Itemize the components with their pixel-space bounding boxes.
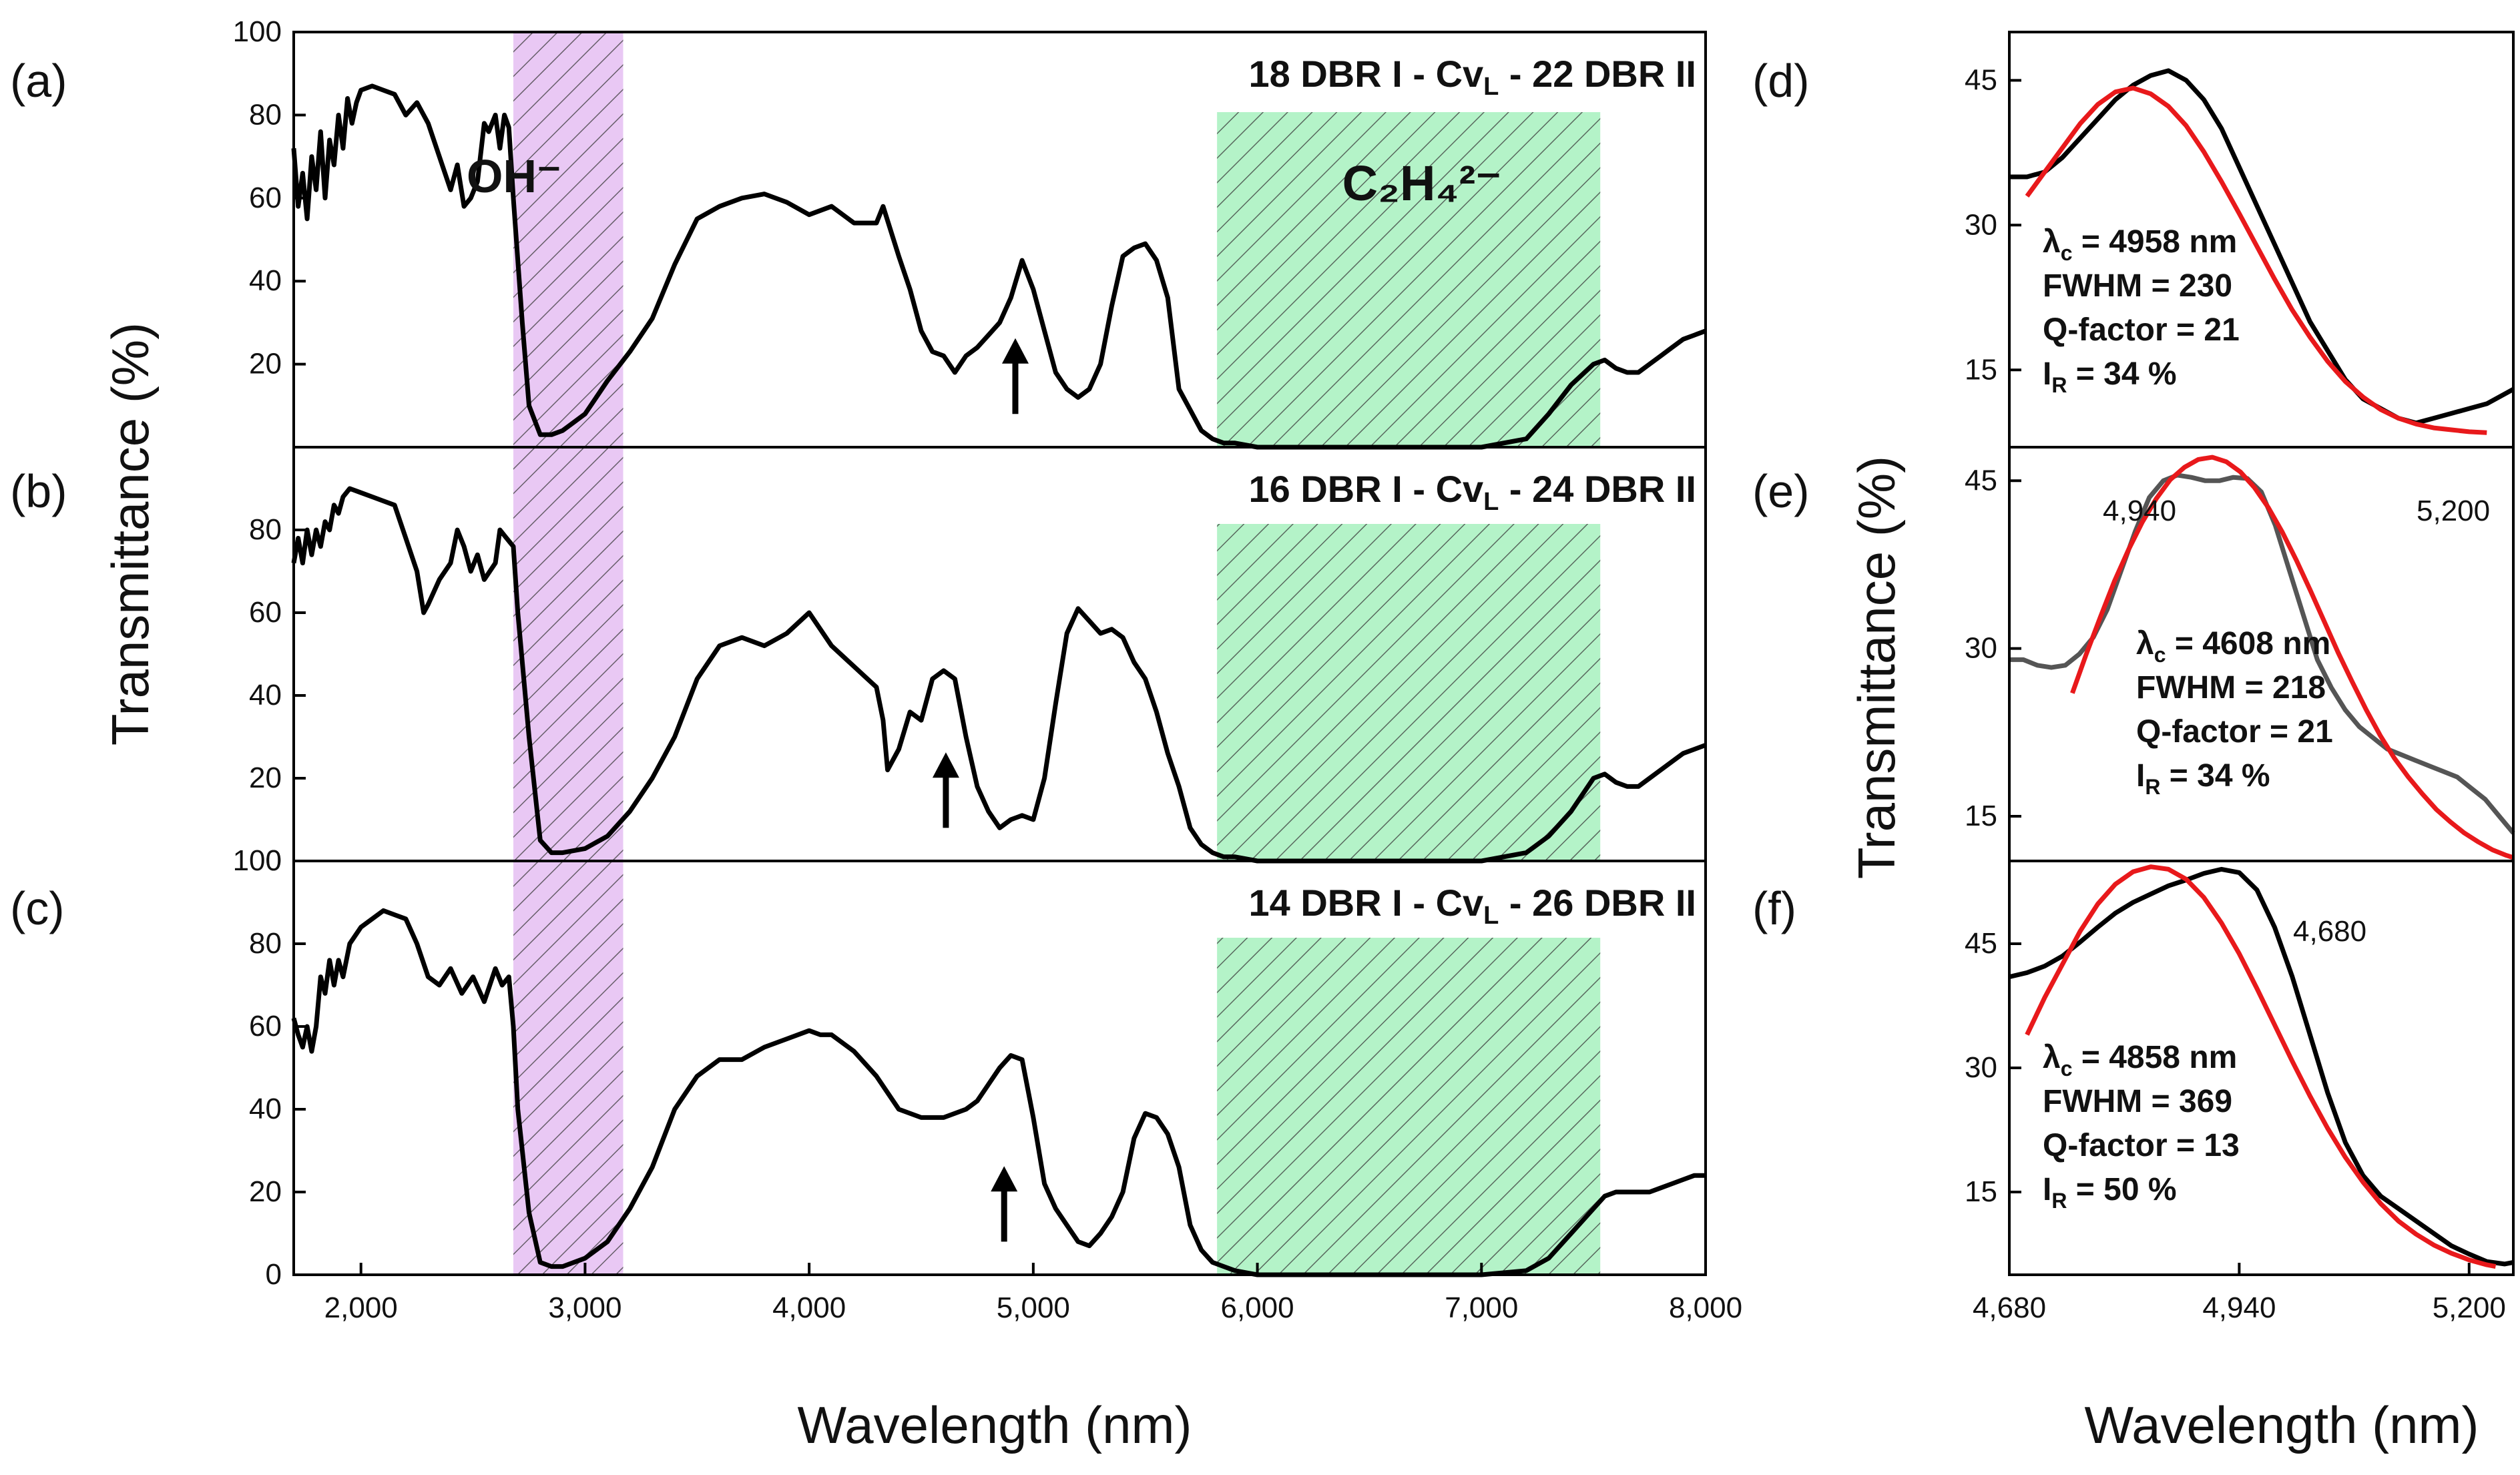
series-line-2: [2070, 455, 2515, 860]
right-y-axis-title: Transmittance (%): [1847, 456, 1906, 879]
series-line-1: [2009, 866, 2514, 1267]
panel-a: 20 40 60 80 100 (a) 18 DBR I - CvL - 22 DBR II…: [10, 15, 1707, 450]
x-tick-label: 4,940: [2202, 1291, 2276, 1324]
annotation-lambda: λc = 4958 nm: [2043, 224, 2237, 265]
series-line-1: [291, 486, 1707, 864]
x-tick-label: 6,000: [1221, 1291, 1294, 1324]
shaded-band-hatch: [1217, 938, 1601, 1275]
panel-label: (e): [1752, 465, 1810, 517]
shaded-band-hatch: [513, 447, 623, 861]
y-tick-label: 30: [1965, 208, 1997, 241]
series-line-2: [2025, 864, 2497, 1269]
x-tick-label: 4,680: [1973, 1291, 2046, 1324]
y-tick-label: 0: [266, 844, 282, 877]
y-tick-label: 60: [249, 182, 282, 214]
x-tick-label: 7,000: [1445, 1291, 1518, 1324]
y-tick-label: 100: [233, 15, 282, 48]
shaded-band-hatch: [513, 32, 623, 447]
y-tick-label: 15: [1965, 353, 1997, 386]
panel-b: 0 20 40 60 80 (b) 16 DBR I - CvL - 24 DBR II: [10, 446, 1707, 877]
right-x-axis-title: Wavelength (nm): [2085, 1396, 2479, 1454]
plot-frame: [292, 860, 1707, 1276]
y-tick-label: 40: [249, 1093, 282, 1125]
shaded-band-hatch: [513, 861, 623, 1275]
x-tick-label: 5,000: [997, 1291, 1070, 1324]
annotation-lambda: λc = 4608 nm: [2136, 626, 2330, 667]
arrow-head: [1002, 338, 1029, 364]
annotation-lambda: λc = 4858 nm: [2043, 1040, 2237, 1081]
x-tick-label: 2,000: [324, 1291, 398, 1324]
arrow-head: [991, 1166, 1018, 1192]
arrow-head: [932, 752, 959, 778]
band-label-c2h4: C₂H₄²⁻: [1342, 156, 1502, 211]
panel-label: (c): [10, 882, 65, 934]
y-tick-label: 80: [249, 927, 282, 960]
inner-x-label: 5,200: [2417, 495, 2490, 527]
series-line-1: [291, 83, 1707, 450]
series-line-1: [2009, 68, 2515, 426]
x-tick-label: 8,000: [1669, 1291, 1742, 1324]
x-tick-label: 3,000: [548, 1291, 621, 1324]
annotation-fwhm: FWHM = 369: [2043, 1084, 2232, 1119]
y-tick-label: 80: [249, 98, 282, 131]
panel-label: (b): [10, 465, 67, 517]
annotation-ir: IR = 50 %: [2043, 1172, 2177, 1213]
annotation-fwhm: FWHM = 218: [2136, 670, 2326, 705]
annotation-ir: IR = 34 %: [2043, 356, 2177, 397]
panel-title: 14 DBR I - CvL - 26 DBR II: [1249, 882, 1696, 930]
y-tick-label: 20: [249, 348, 282, 380]
y-tick-label: 20: [249, 1175, 282, 1208]
x-tick-label: 5,200: [2433, 1291, 2506, 1324]
y-tick-label: 60: [249, 1010, 282, 1043]
y-tick-label: 100: [233, 844, 282, 877]
panel-label: (d): [1752, 55, 1810, 107]
left-y-axis-title: Transmittance (%): [101, 322, 160, 746]
y-tick-label: 40: [249, 264, 282, 297]
y-tick-label: 15: [1965, 800, 1997, 832]
panel-title: 16 DBR I - CvL - 24 DBR II: [1249, 468, 1696, 516]
y-tick-label: 60: [249, 596, 282, 629]
panel-c: 0 20 40 60 80 100 2,000 3,000 4,000 5,000 6,000 7,0…: [10, 844, 1742, 1324]
annotation-fwhm: FWHM = 230: [2043, 268, 2232, 304]
shaded-band-hatch: [1217, 524, 1601, 861]
inner-x-label: 4,680: [2293, 915, 2366, 948]
y-tick-label: 30: [1965, 1051, 1997, 1084]
y-tick-label: 45: [1965, 464, 1997, 497]
x-tick-label: 4,000: [772, 1291, 846, 1324]
shaded-band-hatch: [1217, 112, 1601, 447]
panel-label: (a): [10, 55, 67, 107]
y-tick-label: 30: [1965, 632, 1997, 665]
left-x-axis-title: Wavelength (nm): [798, 1396, 1192, 1454]
inner-x-label: 4,940: [2103, 495, 2176, 527]
y-tick-label: 45: [1965, 927, 1997, 960]
y-tick-label: 80: [249, 513, 282, 546]
y-tick-label: 40: [249, 679, 282, 711]
annotation-ir: IR = 34 %: [2136, 758, 2270, 799]
panel-label: (f): [1752, 882, 1796, 934]
y-tick-label: 15: [1965, 1175, 1997, 1208]
panel-title: 18 DBR I - CvL - 22 DBR II: [1249, 53, 1696, 101]
y-tick-label: 45: [1965, 63, 1997, 96]
annotation-qfactor: Q-factor = 13: [2043, 1128, 2240, 1163]
series-line-2: [2025, 85, 2487, 435]
band-label-oh: OH⁻: [467, 150, 561, 202]
annotation-qfactor: Q-factor = 21: [2043, 312, 2240, 348]
panel-f: 15 30 45 4,680 4,940 5,200 (f) λc = 4858 nmFWHM…: [1752, 860, 2515, 1324]
y-tick-label: 20: [249, 762, 282, 794]
annotation-qfactor: Q-factor = 21: [2136, 714, 2333, 750]
y-tick-label: 0: [266, 1258, 282, 1291]
